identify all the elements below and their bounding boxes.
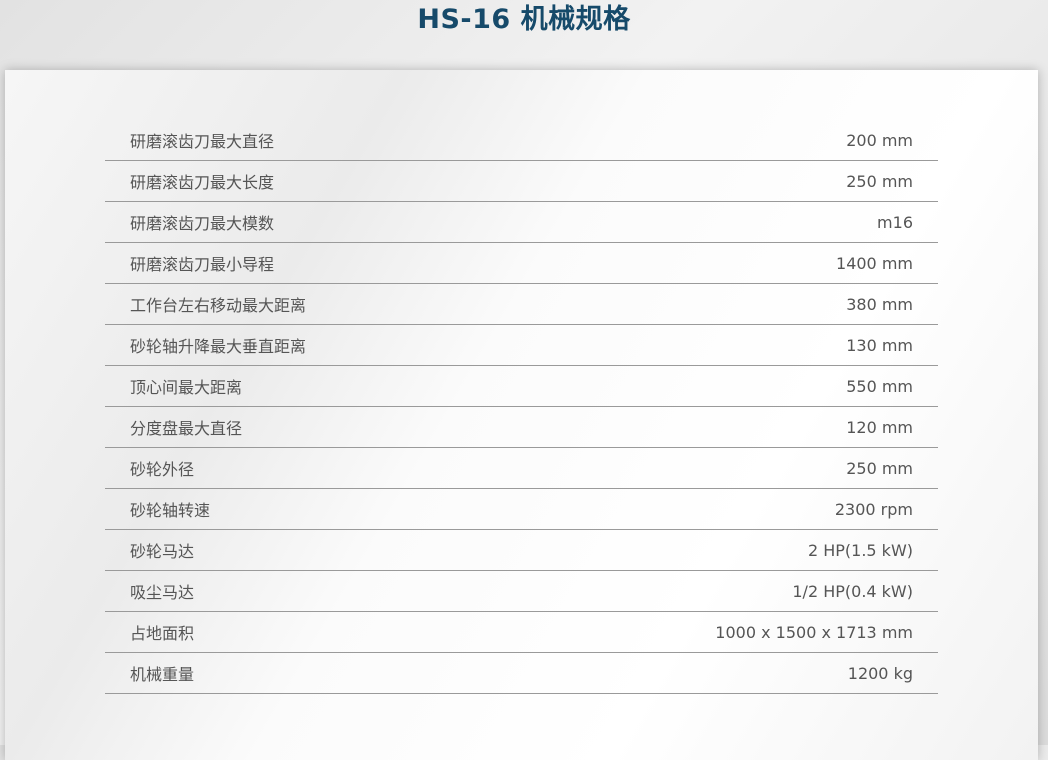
spec-label: 研磨滚齿刀最大直径 <box>130 132 275 151</box>
spec-value: 120 mm <box>846 417 913 437</box>
spec-label: 研磨滚齿刀最大模数 <box>130 214 275 233</box>
spec-row: 砂轮马达 2 HP(1.5 kW) <box>105 530 938 571</box>
spec-row: 占地面积 1000 x 1500 x 1713 mm <box>105 612 938 653</box>
spec-row: 机械重量 1200 kg <box>105 653 938 694</box>
spec-value: 1/2 HP(0.4 kW) <box>792 581 913 601</box>
spec-value: 380 mm <box>846 294 913 314</box>
spec-row: 砂轮轴升降最大垂直距离 130 mm <box>105 325 938 366</box>
spec-label: 顶心间最大距离 <box>130 378 243 397</box>
spec-value: 1200 kg <box>847 663 913 683</box>
spec-label: 砂轮轴升降最大垂直距离 <box>130 337 307 356</box>
spec-label: 砂轮轴转速 <box>130 501 211 520</box>
spec-row: 研磨滚齿刀最大模数 m16 <box>105 202 938 243</box>
spec-value: 250 mm <box>846 458 913 478</box>
spec-value: 550 mm <box>846 376 913 396</box>
spec-value: m16 <box>877 212 913 232</box>
spec-label: 研磨滚齿刀最大长度 <box>130 173 275 192</box>
spec-label: 研磨滚齿刀最小导程 <box>130 255 275 274</box>
spec-row: 研磨滚齿刀最大长度 250 mm <box>105 161 938 202</box>
spec-value: 1000 x 1500 x 1713 mm <box>715 622 913 642</box>
spec-row: 分度盘最大直径 120 mm <box>105 407 938 448</box>
spec-label: 吸尘马达 <box>130 583 195 602</box>
spec-value: 130 mm <box>846 335 913 355</box>
page-title: HS-16 机械规格 <box>417 4 631 35</box>
spec-value: 200 mm <box>846 130 913 150</box>
spec-table: 研磨滚齿刀最大直径 200 mm 研磨滚齿刀最大长度 250 mm 研磨滚齿刀最大模数 m… <box>105 120 938 694</box>
spec-row: 研磨滚齿刀最小导程 1400 mm <box>105 243 938 284</box>
spec-label: 分度盘最大直径 <box>130 419 243 438</box>
spec-row: 顶心间最大距离 550 mm <box>105 366 938 407</box>
spec-label: 机械重量 <box>130 665 195 684</box>
spec-label: 占地面积 <box>130 624 195 643</box>
spec-row: 工作台左右移动最大距离 380 mm <box>105 284 938 325</box>
spec-label: 砂轮马达 <box>130 542 195 561</box>
spec-value: 1400 mm <box>836 253 913 273</box>
spec-row: 砂轮外径 250 mm <box>105 448 938 489</box>
spec-label: 砂轮外径 <box>130 460 195 479</box>
spec-value: 2 HP(1.5 kW) <box>807 540 913 560</box>
spec-row: 吸尘马达 1/2 HP(0.4 kW) <box>105 571 938 612</box>
spec-row: 研磨滚齿刀最大直径 200 mm <box>105 120 938 161</box>
spec-value: 250 mm <box>846 171 913 191</box>
spec-value: 2300 rpm <box>834 499 913 519</box>
spec-panel: 研磨滚齿刀最大直径 200 mm 研磨滚齿刀最大长度 250 mm 研磨滚齿刀最大模数 m… <box>5 70 1038 760</box>
spec-label: 工作台左右移动最大距离 <box>130 296 307 315</box>
spec-row: 砂轮轴转速 2300 rpm <box>105 489 938 530</box>
